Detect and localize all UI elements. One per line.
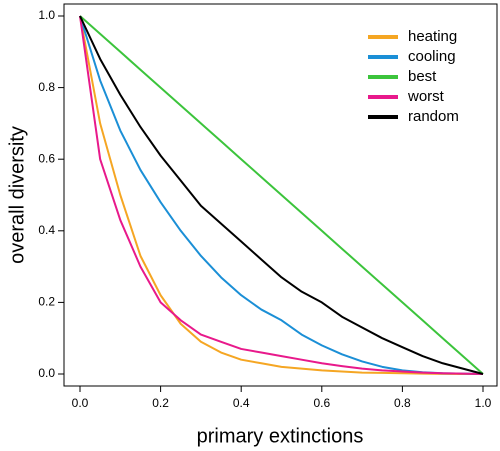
legend-label: cooling (408, 48, 456, 65)
legend-label: best (408, 68, 437, 85)
y-tick-label: 0.2 (38, 295, 55, 309)
series-line (79, 15, 483, 375)
x-tick-label: 0.0 (72, 396, 89, 410)
series-line (79, 15, 484, 375)
y-axis-title: overall diversity (6, 126, 28, 264)
x-tick-label: 0.8 (394, 396, 411, 410)
x-tick-label: 0.2 (152, 396, 169, 410)
legend-label: heating (408, 28, 457, 45)
y-tick-label: 0.6 (38, 151, 55, 165)
legend-label: worst (407, 88, 445, 105)
legend-label: random (408, 108, 459, 125)
y-tick-label: 1.0 (38, 8, 55, 22)
y-tick-label: 0.4 (38, 223, 55, 237)
x-tick-label: 1.0 (475, 396, 492, 410)
y-tick-label: 0.8 (38, 80, 55, 94)
series-line (79, 15, 484, 375)
x-tick-label: 0.6 (313, 396, 330, 410)
series-line (79, 15, 484, 375)
x-tick-label: 0.4 (233, 396, 250, 410)
y-tick-label: 0.0 (38, 366, 55, 380)
x-axis-title: primary extinctions (197, 425, 364, 447)
plot-frame (63, 3, 498, 387)
